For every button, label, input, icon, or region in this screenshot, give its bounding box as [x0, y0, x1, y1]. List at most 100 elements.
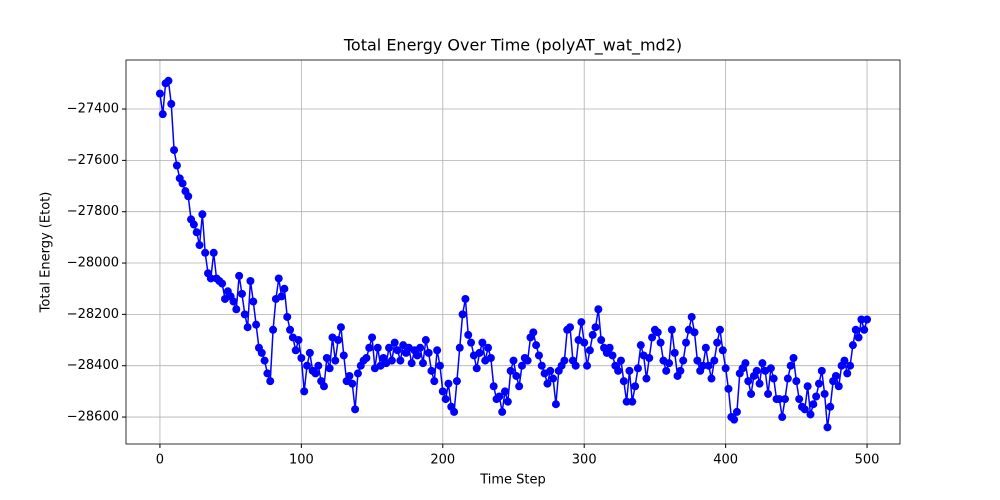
- data-point: [676, 366, 685, 375]
- data-point: [551, 400, 560, 409]
- data-point: [789, 354, 798, 363]
- data-point: [464, 330, 473, 339]
- data-point: [633, 364, 642, 373]
- data-point: [840, 356, 849, 365]
- data-point: [848, 341, 857, 350]
- x-tick-label: 500: [855, 453, 880, 468]
- data-point: [339, 351, 348, 360]
- y-tick-label: −28400: [67, 358, 119, 373]
- data-point: [424, 348, 433, 357]
- data-point: [353, 369, 362, 378]
- y-tick-label: −28200: [67, 307, 119, 322]
- data-point: [385, 343, 394, 352]
- data-point: [195, 241, 204, 250]
- data-point: [843, 369, 852, 378]
- data-point: [172, 161, 181, 170]
- data-point: [648, 333, 657, 342]
- x-tick-label: 400: [713, 453, 738, 468]
- data-point: [636, 341, 645, 350]
- data-point: [467, 338, 476, 347]
- data-point: [732, 407, 741, 416]
- data-point: [178, 179, 187, 188]
- data-point: [198, 210, 207, 219]
- data-point: [362, 354, 371, 363]
- data-point: [803, 382, 812, 391]
- data-point: [257, 348, 266, 357]
- data-point: [441, 395, 450, 404]
- data-point: [537, 361, 546, 370]
- x-tick-label: 300: [572, 453, 597, 468]
- data-point: [472, 364, 481, 373]
- data-point: [201, 248, 210, 257]
- data-point: [523, 356, 532, 365]
- data-point: [806, 410, 815, 419]
- data-point: [300, 387, 309, 396]
- data-point: [325, 364, 334, 373]
- data-point: [373, 343, 382, 352]
- data-point: [450, 407, 459, 416]
- data-point: [266, 377, 275, 386]
- data-point: [786, 361, 795, 370]
- data-point: [311, 369, 320, 378]
- data-point: [820, 389, 829, 398]
- data-point: [744, 377, 753, 386]
- data-point: [758, 359, 767, 368]
- data-point: [232, 305, 241, 314]
- data-point: [656, 338, 665, 347]
- data-point: [622, 397, 631, 406]
- data-point: [218, 279, 227, 288]
- data-point: [319, 382, 328, 391]
- data-point: [690, 328, 699, 337]
- y-tick-label: −28000: [67, 256, 119, 271]
- data-point: [546, 366, 555, 375]
- data-point: [755, 379, 764, 388]
- data-point: [294, 336, 303, 345]
- data-point: [645, 354, 654, 363]
- data-point: [585, 346, 594, 355]
- data-point: [260, 356, 269, 365]
- data-point: [368, 333, 377, 342]
- data-point: [747, 389, 756, 398]
- data-point: [628, 397, 637, 406]
- data-point: [331, 356, 340, 365]
- data-point: [158, 110, 167, 119]
- data-point: [713, 338, 722, 347]
- data-point: [860, 325, 869, 334]
- data-point: [512, 371, 521, 380]
- data-point: [532, 341, 541, 350]
- x-tick-label: 100: [289, 453, 314, 468]
- data-point: [857, 315, 866, 324]
- plot-frame: [125, 59, 901, 445]
- data-point: [489, 382, 498, 391]
- data-point: [698, 361, 707, 370]
- data-point: [814, 379, 823, 388]
- data-point: [334, 336, 343, 345]
- data-point: [365, 343, 374, 352]
- y-tick-label: −28600: [67, 410, 119, 425]
- data-point: [670, 348, 679, 357]
- data-point: [498, 407, 507, 416]
- chart-title: Total Energy Over Time (polyAT_wat_md2): [343, 36, 682, 56]
- data-point: [682, 338, 691, 347]
- data-point: [778, 413, 787, 422]
- data-point: [495, 392, 504, 401]
- data-point: [170, 146, 179, 155]
- data-point: [766, 364, 775, 373]
- data-point: [501, 387, 510, 396]
- data-point: [730, 415, 739, 424]
- data-point: [433, 346, 442, 355]
- data-point: [452, 377, 461, 386]
- data-point: [775, 395, 784, 404]
- data-point: [616, 356, 625, 365]
- data-point: [834, 382, 843, 391]
- y-tick-label: −27600: [67, 153, 119, 168]
- data-point: [721, 364, 730, 373]
- data-point: [246, 277, 255, 286]
- data-point: [594, 305, 603, 314]
- data-point: [209, 248, 218, 257]
- data-point: [718, 346, 727, 355]
- data-point: [687, 312, 696, 321]
- y-tick-label: −27800: [67, 204, 119, 219]
- data-point: [348, 379, 357, 388]
